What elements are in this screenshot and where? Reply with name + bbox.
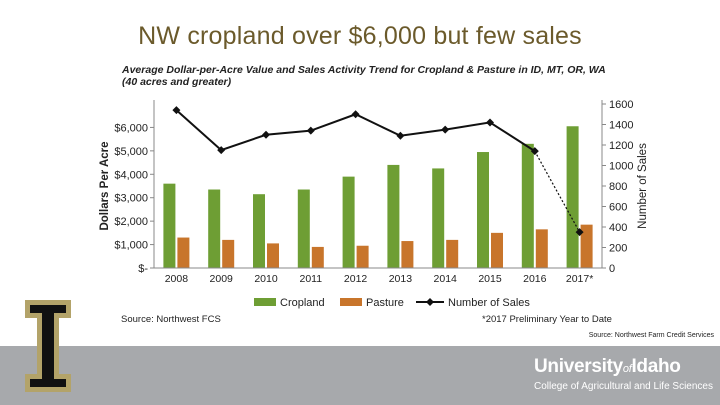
- cropland-bar: [387, 164, 400, 268]
- legend-sales-label: Number of Sales: [448, 297, 530, 309]
- y2-axis-label: Number of Sales: [637, 143, 649, 229]
- sales-point: [396, 131, 405, 140]
- x-tick-label: 2008: [165, 273, 189, 285]
- x-tick-label: 2013: [389, 273, 413, 285]
- chart-svg: 2008 2009 2010 2011 2012 2013 2014 2015 2016 2017…: [99, 99, 649, 309]
- chart-footnote: *2017 Preliminary Year to Date: [482, 314, 612, 325]
- sales-point: [530, 147, 539, 156]
- x-tick-label: 2015: [478, 273, 502, 285]
- cropland-bar: [297, 189, 310, 268]
- pasture-bar: [401, 241, 414, 268]
- cropland-bar: [342, 176, 355, 268]
- x-tick-label: 2016: [523, 273, 547, 285]
- y2-tick-label: 1000: [609, 161, 633, 173]
- sales-point: [351, 110, 360, 119]
- sales-point: [172, 106, 181, 115]
- cropland-bar: [432, 168, 445, 268]
- cropland-bar: [163, 183, 176, 268]
- cropland-bar: [208, 189, 221, 268]
- sales-point: [217, 146, 226, 155]
- chart-title-line2: (40 acres and greater): [122, 76, 232, 88]
- sales-point: [441, 125, 450, 134]
- chart-source: Source: Northwest FCS: [121, 314, 221, 325]
- chart-title-line1: Average Dollar-per-Acre Value and Sales …: [122, 64, 606, 76]
- pasture-bar: [535, 229, 548, 268]
- pasture-bar: [177, 237, 190, 268]
- y2-tick-label: 0: [609, 263, 615, 275]
- x-tick-label: 2010: [254, 273, 278, 285]
- sales-point: [262, 130, 270, 139]
- cropland-bar: [253, 194, 265, 268]
- x-tick-label: 2017*: [566, 273, 593, 285]
- y2-tick-label: 1600: [609, 99, 633, 111]
- y2-tick-label: 1400: [609, 120, 633, 132]
- university-wordmark: UniversityofIdaho College of Agricultura…: [534, 357, 713, 393]
- x-tick-label: 2012: [344, 273, 368, 285]
- y-tick-label: $5,000: [114, 146, 148, 158]
- pasture-bar: [222, 239, 235, 268]
- y2-tick-label: 600: [609, 202, 627, 214]
- slide-title: NW cropland over $6,000 but few sales: [138, 22, 582, 50]
- y2-tick-label: 200: [609, 243, 627, 255]
- cropland-bar: [566, 126, 579, 268]
- pasture-bar: [491, 232, 503, 268]
- cropland-bar: [521, 143, 534, 268]
- source-note: Source: Northwest Farm Credit Services: [588, 332, 714, 339]
- pasture-bar: [580, 224, 593, 268]
- y2-tick-label: 1200: [609, 140, 633, 152]
- chart-title: Average Dollar-per-Acre Value and Sales …: [122, 64, 642, 88]
- y2-tick-label: 400: [609, 222, 627, 234]
- pasture-bar: [446, 239, 459, 268]
- y-axis-label: Dollars Per Acre: [99, 141, 111, 230]
- pasture-bar: [267, 243, 279, 268]
- y-tick-label: $3,000: [114, 193, 148, 205]
- university-logo-icon: [23, 298, 73, 399]
- y-tick-label: $4,000: [114, 169, 148, 181]
- y2-tick-label: 800: [609, 181, 627, 193]
- legend-cropland-label: Cropland: [280, 297, 325, 309]
- y-tick-label: $2,000: [114, 216, 148, 228]
- sales-point: [486, 118, 494, 127]
- pasture-bar: [311, 246, 324, 268]
- footer-bar: [0, 346, 720, 405]
- university-name: UniversityofIdaho: [534, 356, 681, 377]
- sales-line-dashed: [534, 150, 581, 233]
- legend-cropland-swatch: [254, 298, 276, 306]
- chart: Average Dollar-per-Acre Value and Sales …: [94, 62, 654, 327]
- x-tick-label: 2011: [300, 273, 323, 285]
- legend-pasture-swatch: [340, 298, 362, 306]
- y-tick-label: $6,000: [114, 122, 148, 134]
- pasture-bar: [356, 245, 369, 268]
- cropland-bar: [477, 152, 489, 268]
- sales-point: [306, 126, 315, 135]
- college-name: College of Agricultural and Life Science…: [534, 381, 713, 392]
- legend-sales-marker: [426, 298, 434, 306]
- legend-pasture-label: Pasture: [366, 297, 404, 309]
- x-tick-label: 2009: [210, 273, 234, 285]
- sales-point: [575, 228, 584, 237]
- x-tick-label: 2014: [434, 273, 458, 285]
- y-tick-label: $1,000: [114, 240, 148, 252]
- y-tick-label: $-: [138, 263, 148, 275]
